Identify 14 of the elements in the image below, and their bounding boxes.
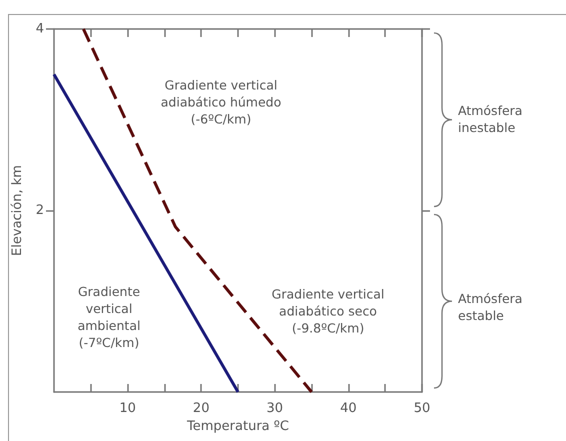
x-tick-label: 30: [266, 401, 284, 416]
text: Atmósfera inestable: [458, 103, 522, 135]
x-tick-label: 20: [192, 401, 210, 416]
x-tick-label: 10: [119, 401, 136, 416]
y-tick-label: 2: [36, 203, 44, 218]
text: Atmósfera estable: [458, 291, 522, 323]
annotation: Gradiente vertical adiabático húmedo (-6ºC/km): [160, 78, 282, 126]
x-tick-label: 40: [340, 401, 357, 416]
y-tick-label: 4: [36, 22, 44, 36]
annotation: Gradiente vertical adiabático seco (-9.8ºC/km): [272, 286, 384, 336]
y-axis-title: Elevación, km: [10, 165, 25, 256]
x-axis-title: Temperatura ºC: [186, 419, 289, 434]
annotation: Gradiente vertical ambiental (-7ºC/km): [78, 284, 140, 350]
x-tick-label: 50: [414, 401, 430, 416]
